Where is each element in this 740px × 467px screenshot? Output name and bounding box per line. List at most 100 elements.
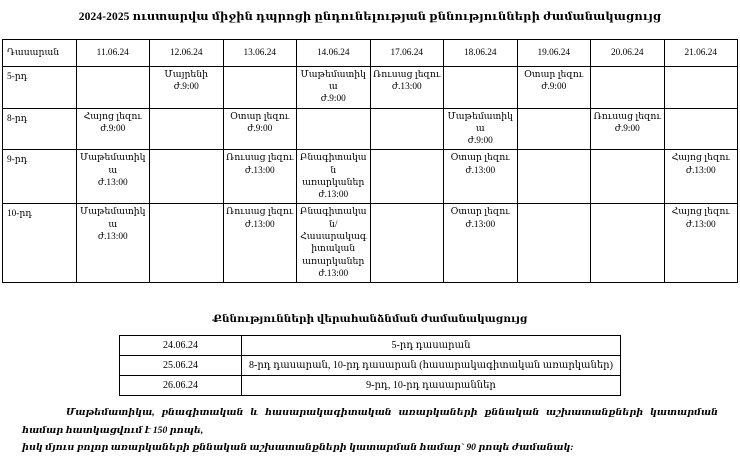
table-row: 8-րդ Հայոց լեզու ժ.9:00 Օտար լեզու ժ.9:00 … <box>2 107 738 151</box>
exam-cell: Հայոց լեզու ժ.13:00 <box>663 149 738 205</box>
exam-cell <box>590 149 665 205</box>
exam-cell: Հայոց լեզու ժ.13:00 <box>663 203 738 284</box>
exam-cell: Ռուսաց լեզու ժ.13:00 <box>369 65 444 109</box>
retake-table-container: 24.06.24 5-րդ դասարան 25.06.24 8-րդ դասա… <box>0 335 740 397</box>
exam-cell <box>443 65 518 109</box>
row-class-label: 10-րդ <box>2 203 77 284</box>
exam-subject: Մաթեմատիկա <box>79 207 146 230</box>
exam-subject: Օտար լեզու <box>450 153 510 164</box>
table-row: 9-րդ Մաթեմատիկա ժ.13:00 Ռուսաց լեզու ժ.13:… <box>2 149 738 205</box>
exam-subject: Օտար լեզու <box>450 207 510 218</box>
exam-cell <box>516 107 591 151</box>
exam-time: ժ.13:00 <box>244 219 275 230</box>
exam-cell: Օտար լեզու ժ.9:00 <box>516 65 591 109</box>
retake-section-title: Քննությունների վերահանձնման ժամանակացույ… <box>212 314 528 326</box>
exam-cell: Մաթեմատիկա ժ.9:00 <box>296 65 371 109</box>
exam-cell <box>222 65 297 109</box>
retake-classes: 8-րդ դասարան, 10-րդ դասարան (հասարակագիտ… <box>241 355 621 377</box>
column-header-date-4: 14.06.24 <box>296 38 371 67</box>
exam-cell <box>369 149 444 205</box>
exam-subject: Մաթեմատիկա <box>79 153 146 176</box>
row-class-label: 8-րդ <box>2 107 77 151</box>
exam-cell <box>149 107 224 151</box>
column-header-date-5: 17.06.24 <box>369 38 444 67</box>
retake-date: 26.06.24 <box>119 375 242 397</box>
page-title: 2024-2025 ուստարվա միջին դպրոցի ընդունել… <box>78 11 662 23</box>
exam-cell <box>149 203 224 284</box>
exam-time: ժ.9:00 <box>541 82 567 93</box>
exam-time: ժ.13:00 <box>97 231 128 242</box>
retake-schedule-table: 24.06.24 5-րդ դասարան 25.06.24 8-րդ դասա… <box>119 335 621 397</box>
exam-cell <box>369 203 444 284</box>
exam-time: ժ.13:00 <box>244 165 275 176</box>
exam-subject: Բնագիտական առարկաներ <box>299 153 367 188</box>
exam-subject: Ռուսաց լեզու <box>226 207 294 218</box>
exam-cell: Մաթեմատիկա ժ.13:00 <box>75 203 150 284</box>
exam-subject: Ռուսաց լեզու <box>373 69 441 80</box>
retake-classes: 9-րդ, 10-րդ դասարաններ <box>241 375 621 397</box>
table-header-row: Դասարան 11.06.24 12.06.24 13.06.24 14.06… <box>2 38 738 67</box>
exam-time: ժ.13:00 <box>391 82 422 93</box>
exam-time: ժ.9:00 <box>614 123 640 134</box>
exam-schedule-table: Դասարան 11.06.24 12.06.24 13.06.24 14.06… <box>2 38 738 284</box>
exam-cell: Հայոց լեզու ժ.9:00 <box>75 107 150 151</box>
exam-subject: Մաթեմատիկա <box>447 111 514 134</box>
exam-cell <box>296 107 371 151</box>
retake-date: 25.06.24 <box>119 355 242 377</box>
exam-time: ժ.9:00 <box>247 123 273 134</box>
exam-cell <box>516 149 591 205</box>
table-row: 5-րդ Մայրենի ժ.9:00 Մաթեմատիկա ժ.9:00 Ռուս… <box>2 65 738 109</box>
exam-cell: Մայրենի ժ.9:00 <box>149 65 224 109</box>
exam-subject: Հայոց լեզու <box>83 111 142 122</box>
column-header-date-9: 21.06.24 <box>663 38 738 67</box>
exam-cell: Ռուսաց լեզու ժ.13:00 <box>222 149 297 205</box>
column-header-date-1: 11.06.24 <box>75 38 150 67</box>
exam-subject: Հայոց լեզու <box>671 153 730 164</box>
footnote-line-1: Մաթեմատիկա, բնագիտական և հասարակագիտական… <box>22 406 718 436</box>
exam-cell: Օտար լեզու ժ.13:00 <box>443 203 518 284</box>
exam-time: ժ.13:00 <box>465 219 496 230</box>
exam-cell <box>516 203 591 284</box>
exam-time: ժ.9:00 <box>467 136 493 147</box>
exam-subject: Հայոց լեզու <box>671 207 730 218</box>
exam-time: ժ.13:00 <box>97 177 128 188</box>
exam-time: ժ.9:00 <box>100 123 126 134</box>
exam-cell <box>590 203 665 284</box>
table-row: 26.06.24 9-րդ, 10-րդ դասարաններ <box>119 375 621 397</box>
exam-cell <box>663 65 738 109</box>
exam-subject: Բնագիտական/ Հասարակագիտական առարկաներ <box>299 207 367 267</box>
exam-time: ժ.13:00 <box>318 268 349 279</box>
exam-time: ժ.9:00 <box>320 94 346 105</box>
schedule-table-container: Դասարան 11.06.24 12.06.24 13.06.24 14.06… <box>0 38 740 284</box>
exam-cell: Մաթեմատիկա ժ.9:00 <box>443 107 518 151</box>
column-header-date-7: 19.06.24 <box>516 38 591 67</box>
column-header-date-6: 18.06.24 <box>443 38 518 67</box>
exam-cell <box>75 65 150 109</box>
exam-cell <box>369 107 444 151</box>
exam-cell: Ռուսաց լեզու ժ.9:00 <box>590 107 665 151</box>
exam-time: ժ.13:00 <box>465 165 496 176</box>
exam-time: ժ.13:00 <box>318 190 349 201</box>
exam-cell: Մաթեմատիկա ժ.13:00 <box>75 149 150 205</box>
exam-subject: Ռուսաց լեզու <box>226 153 294 164</box>
exam-cell <box>590 65 665 109</box>
exam-cell: Օտար լեզու ժ.9:00 <box>222 107 297 151</box>
exam-time: ժ.13:00 <box>685 165 716 176</box>
exam-cell: Բնագիտական/ Հասարակագիտական առարկաներ ժ.1… <box>296 203 371 284</box>
exam-cell <box>149 149 224 205</box>
exam-cell: Ռուսաց լեզու ժ.13:00 <box>222 203 297 284</box>
table-row: 25.06.24 8-րդ դասարան, 10-րդ դասարան (հա… <box>119 355 621 377</box>
table-row: 10-րդ Մաթեմատիկա ժ.13:00 Ռուսաց լեզու ժ.13… <box>2 203 738 284</box>
exam-time: ժ.9:00 <box>173 82 199 93</box>
column-header-class: Դասարան <box>2 38 77 67</box>
exam-subject: Օտար լեզու <box>230 111 290 122</box>
column-header-date-8: 20.06.24 <box>590 38 665 67</box>
exam-subject: Մայրենի <box>164 69 209 80</box>
row-class-label: 5-րդ <box>2 65 77 109</box>
retake-date: 24.06.24 <box>119 335 242 357</box>
exam-time: ժ.13:00 <box>685 219 716 230</box>
exam-cell: Օտար լեզու ժ.13:00 <box>443 149 518 205</box>
exam-cell <box>663 107 738 151</box>
footnote-line-2: իսկ մյուս բոլոր առարկաների քննական աշխատ… <box>22 442 574 454</box>
column-header-date-2: 12.06.24 <box>149 38 224 67</box>
